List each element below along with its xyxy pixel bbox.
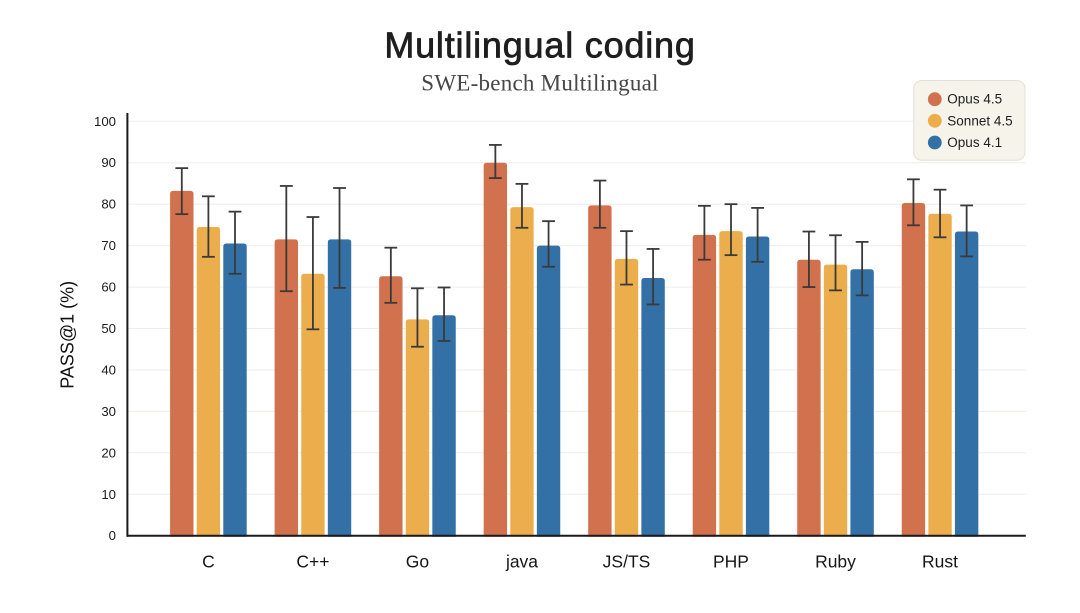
- svg-text:70: 70: [101, 238, 116, 253]
- svg-text:JS/TS: JS/TS: [603, 552, 651, 572]
- svg-text:50: 50: [101, 321, 116, 336]
- svg-text:SWE-bench Multilingual: SWE-bench Multilingual: [421, 70, 658, 95]
- svg-text:10: 10: [101, 487, 116, 502]
- svg-text:C: C: [202, 552, 215, 572]
- svg-text:80: 80: [101, 197, 116, 212]
- svg-text:30: 30: [101, 404, 116, 419]
- svg-text:0: 0: [109, 528, 116, 543]
- svg-text:60: 60: [101, 280, 116, 295]
- svg-text:PHP: PHP: [713, 552, 749, 572]
- svg-text:Multilingual coding: Multilingual coding: [384, 25, 695, 66]
- svg-text:Opus 4.1: Opus 4.1: [947, 135, 1002, 150]
- svg-text:C++: C++: [296, 552, 329, 572]
- svg-text:100: 100: [94, 114, 116, 129]
- svg-text:Opus 4.5: Opus 4.5: [947, 92, 1002, 107]
- svg-text:PASS@1 (%): PASS@1 (%): [58, 281, 78, 389]
- svg-text:Go: Go: [406, 552, 429, 572]
- svg-text:Rust: Rust: [922, 552, 958, 572]
- svg-text:Ruby: Ruby: [815, 552, 856, 572]
- svg-text:40: 40: [101, 362, 116, 377]
- svg-text:90: 90: [101, 155, 116, 170]
- svg-text:java: java: [505, 552, 538, 572]
- svg-text:20: 20: [101, 445, 116, 460]
- svg-text:Sonnet 4.5: Sonnet 4.5: [947, 113, 1012, 128]
